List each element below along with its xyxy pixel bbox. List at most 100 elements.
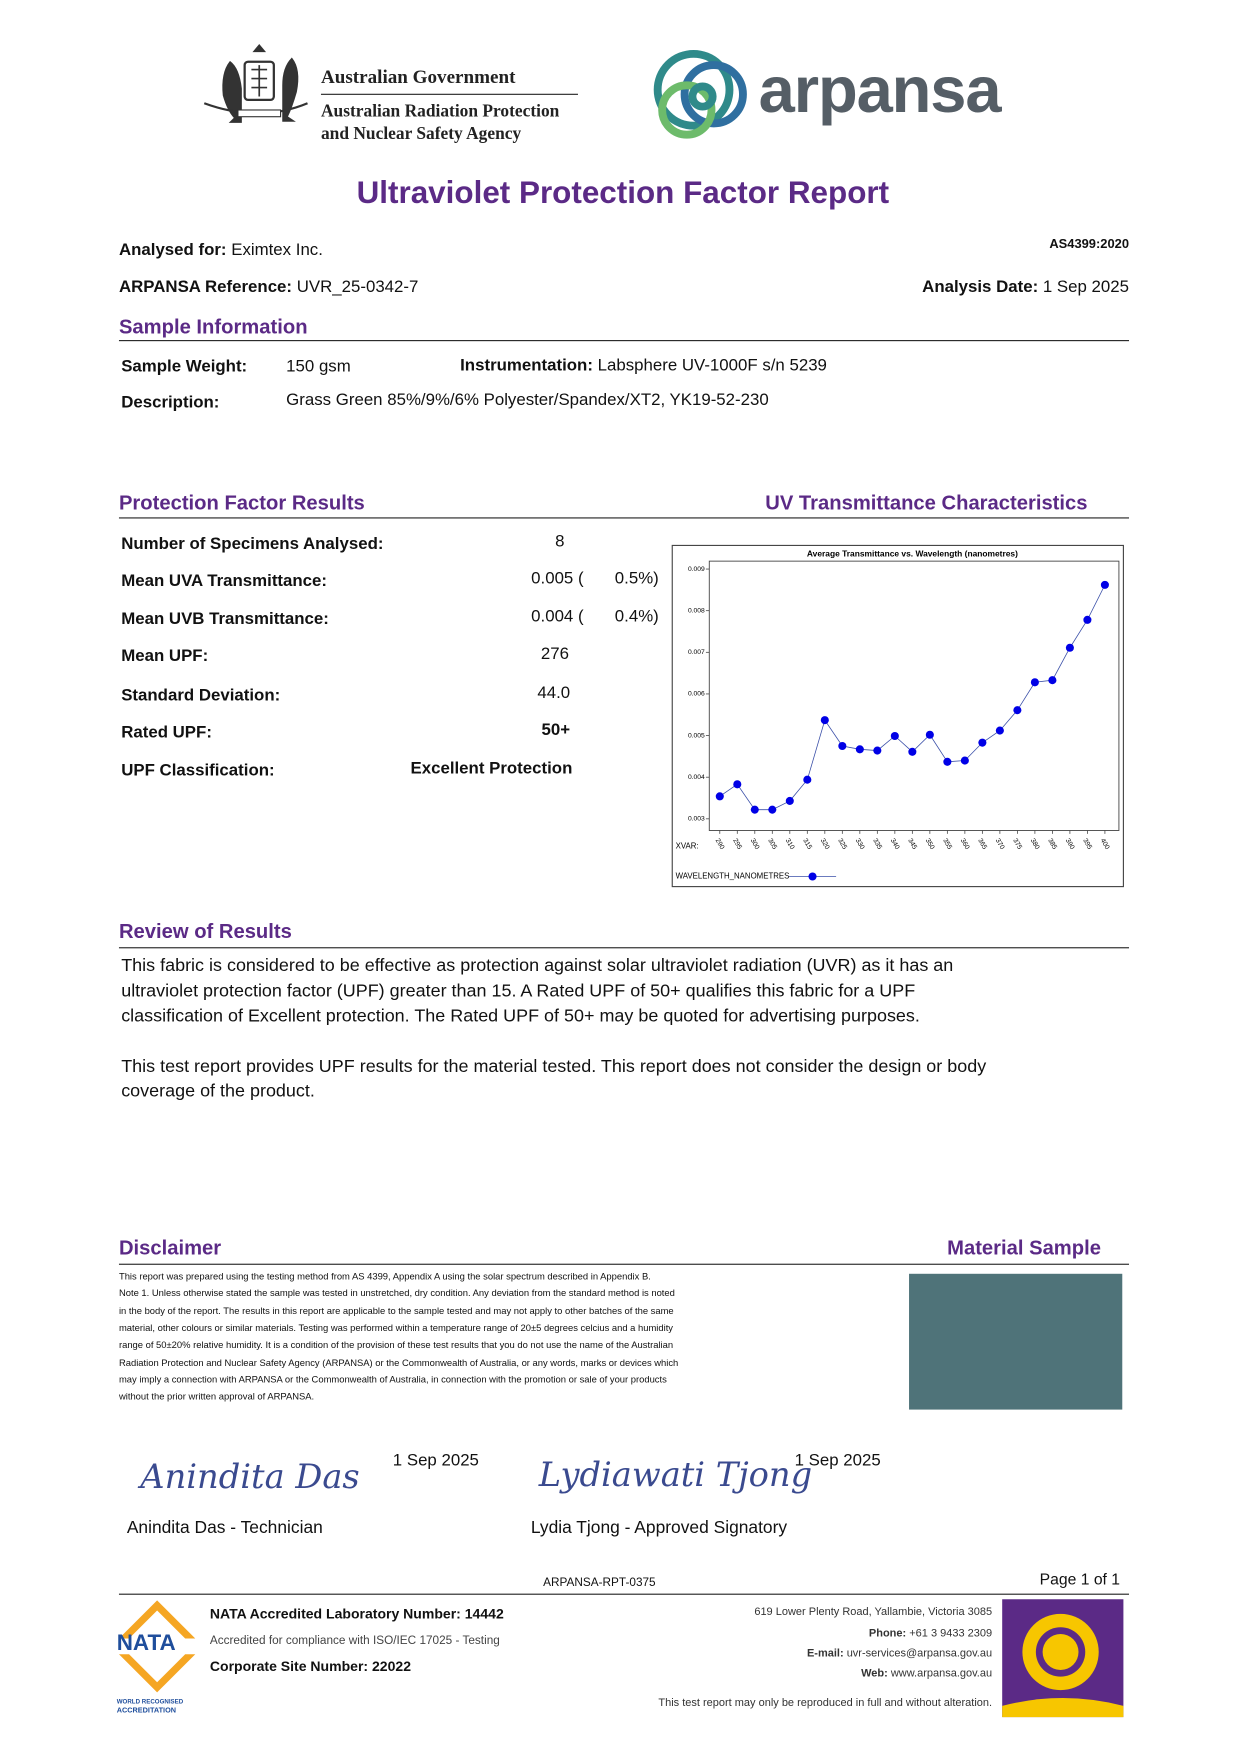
disclaimer-line: in the body of the report. The results i… — [118, 1304, 674, 1316]
review-line: classification of Excellent protection. … — [121, 1006, 920, 1026]
disclaimer-line: range of 50±20% relative humidity. It is… — [118, 1339, 674, 1351]
label: Analysis Date: — [922, 277, 1039, 297]
label: Phone: — [868, 1627, 907, 1640]
result-label: UPF Classification: — [121, 760, 275, 780]
x-tick-label: 305 — [766, 837, 778, 850]
ring — [653, 49, 734, 130]
chevron — [118, 1600, 196, 1639]
value: UVR_25-0342-7 — [296, 277, 419, 297]
disclaimer-line: without the prior written approval of AR… — [118, 1390, 315, 1402]
email: E-mail: uvr-services@arpansa.gov.au — [807, 1648, 992, 1660]
data-point — [1083, 615, 1092, 624]
y-tick-label: 0.004 — [688, 774, 705, 781]
web: Web: www.arpansa.gov.au — [861, 1667, 993, 1681]
gov-name: Australian Government — [320, 66, 516, 88]
data-point — [925, 730, 934, 739]
disclaimer-line: Radiation Protection and Nuclear Safety … — [118, 1356, 679, 1368]
x-tick-label: 360 — [959, 837, 971, 850]
review-line: This test report provides UPF results fo… — [121, 1057, 987, 1077]
accreditation: Accredited for compliance with ISO/IEC 1… — [209, 1634, 500, 1648]
result-value: Excellent Protection — [410, 758, 573, 778]
agency-line: and Nuclear Safety Agency — [320, 124, 522, 144]
y-tick-label: 0.005 — [688, 732, 705, 739]
nata-sub: ACCREDITATION — [116, 1706, 177, 1715]
ring — [658, 81, 716, 139]
x-axis-label: XVAR: — [676, 841, 699, 850]
value: www.arpansa.gov.au — [890, 1667, 993, 1681]
value: Eximtex Inc. — [231, 240, 323, 260]
star — [252, 44, 267, 53]
section-heading: Protection Factor Results — [118, 491, 365, 515]
section-heading: Disclaimer — [118, 1236, 222, 1260]
result-label: Number of Specimens Analysed: — [121, 534, 384, 554]
signature: Lydiawati Tjong — [538, 1455, 813, 1495]
report-title: Ultraviolet Protection Factor Report — [356, 175, 890, 210]
disclaimer-line: Note 1. Unless otherwise stated the samp… — [118, 1287, 675, 1299]
value: Labsphere UV-1000F s/n 5239 — [597, 355, 827, 375]
report-id: ARPANSA-RPT-0375 — [543, 1575, 656, 1590]
x-tick-label: 330 — [854, 837, 866, 850]
result-label: Mean UVB Transmittance: — [121, 609, 329, 629]
disclaimer-line: This report was prepared using the testi… — [118, 1270, 651, 1282]
data-point — [750, 805, 759, 814]
x-tick-label: 325 — [836, 837, 848, 850]
section-heading: Material Sample — [947, 1236, 1101, 1260]
result-value: 0.004 ( — [531, 607, 584, 627]
x-tick-label: 340 — [889, 837, 901, 850]
x-tick-label: 395 — [1081, 837, 1093, 850]
data-point — [820, 716, 829, 725]
data-point — [1013, 706, 1022, 715]
x-tick-label: 370 — [994, 837, 1006, 850]
x-tick-label: 355 — [941, 837, 953, 850]
brand: arpansa — [758, 53, 1002, 127]
legend-label: WAVELENGTH_NANOMETRES — [676, 872, 790, 881]
data-point — [873, 746, 882, 755]
scroll — [237, 109, 282, 118]
nata-word: NATA — [116, 1630, 176, 1656]
nata-logo — [118, 1600, 196, 1693]
reference: ARPANSA Reference: UVR_25-0342-7 — [119, 278, 418, 295]
sun-base — [1002, 1698, 1124, 1718]
x-tick-label: 400 — [1099, 837, 1111, 850]
instrumentation: Instrumentation: Labsphere UV-1000F s/n … — [460, 357, 827, 374]
kangaroo — [222, 60, 242, 123]
data-point — [1048, 676, 1057, 685]
reproduction-note: This test report may only be reproduced … — [658, 1696, 993, 1710]
label: Description: — [121, 392, 220, 412]
data-point — [908, 747, 917, 756]
result-label: Mean UPF: — [121, 646, 209, 666]
sun-core — [1042, 1634, 1079, 1670]
sign-date: 1 Sep 2025 — [794, 1451, 881, 1471]
result-value: 0.005 ( — [531, 568, 584, 589]
sun-logo — [1002, 1599, 1124, 1718]
value: +61 3 9433 2309 — [909, 1627, 993, 1640]
page-number: Page 1 of 1 — [1039, 1570, 1121, 1589]
sign-date: 1 Sep 2025 — [392, 1451, 479, 1471]
data-point — [838, 741, 847, 751]
section-heading: Review of Results — [118, 920, 292, 943]
shield-lines — [251, 65, 268, 97]
ring — [680, 61, 747, 128]
x-tick-label: 295 — [731, 837, 743, 850]
analysed-for: Analysed for: Eximtex Inc. — [119, 241, 323, 258]
x-tick-label: 310 — [784, 837, 796, 850]
data-point — [1030, 678, 1039, 687]
series-line — [719, 584, 1106, 811]
value: 1 Sep 2025 — [1042, 277, 1130, 297]
crest — [203, 44, 308, 123]
x-tick-label: 320 — [819, 837, 831, 850]
disclaimer-line: may imply a connection with ARPANSA or t… — [118, 1373, 667, 1385]
data-point — [943, 757, 952, 766]
data-point — [733, 780, 742, 789]
ring — [688, 82, 717, 111]
result-value: 44.0 — [537, 683, 571, 703]
standard: AS4399:2020 — [1049, 237, 1130, 252]
review-line: ultraviolet protection factor (UPF) grea… — [121, 981, 916, 1002]
data-point — [960, 756, 969, 765]
signatory: Lydia Tjong - Approved Signatory — [530, 1518, 788, 1538]
analysis-date: Analysis Date: 1 Sep 2025 — [922, 278, 1129, 295]
value: 150 gsm — [286, 356, 351, 376]
corporate-site: Corporate Site Number: 22022 — [209, 1658, 412, 1675]
